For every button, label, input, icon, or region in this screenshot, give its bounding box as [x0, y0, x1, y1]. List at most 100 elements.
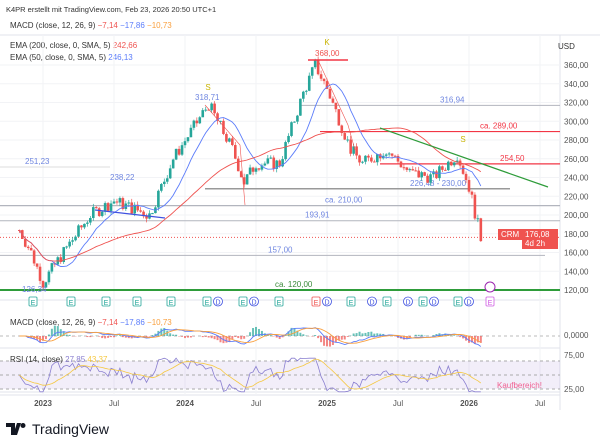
currency-label[interactable]: USD [558, 42, 575, 51]
macd-histogram-bar [278, 336, 281, 339]
macd-histogram-bar [408, 336, 411, 338]
candle [373, 161, 376, 163]
candle [444, 169, 447, 171]
dividend-marker-label: D [324, 300, 329, 307]
candle [231, 138, 234, 146]
candle [201, 110, 205, 118]
earnings-marker [311, 296, 321, 307]
macd-histogram-bar [459, 336, 462, 338]
candle [213, 103, 216, 114]
macd-histogram-bar [275, 336, 278, 338]
macd-histogram-bar [402, 336, 405, 340]
candle [35, 263, 39, 267]
candle [340, 125, 344, 134]
candle [281, 159, 284, 167]
candle [402, 167, 406, 169]
candle [441, 166, 444, 170]
macd-histogram-bar [373, 333, 376, 336]
level-label: ca. 289,00 [480, 122, 518, 131]
candle [470, 191, 474, 195]
candle [222, 120, 225, 134]
earnings-marker-label: E [241, 300, 246, 307]
candle [384, 154, 388, 156]
macd-histogram-bar [47, 334, 50, 336]
candle [29, 248, 33, 251]
price-tick: 300,00 [564, 117, 589, 126]
earnings-marker [382, 296, 392, 307]
candle [100, 211, 104, 216]
ema200-value: 242,66 [112, 41, 138, 50]
candle [127, 202, 131, 204]
ema50-value: 246,13 [108, 53, 133, 62]
rsi-ma-line [19, 358, 482, 390]
macd-histogram-bar [154, 333, 157, 336]
macd-histogram-bar [340, 336, 343, 340]
tradingview-logo[interactable]: TradingView [6, 421, 109, 437]
earnings-marker [166, 296, 176, 307]
macd-histogram-bar [213, 336, 216, 340]
candle [393, 155, 397, 157]
candle [242, 177, 246, 185]
candle [387, 153, 391, 155]
price-tick: 340,00 [564, 80, 589, 89]
candle [304, 90, 308, 92]
candle [151, 213, 154, 215]
macd-histogram-bar [166, 330, 169, 336]
earnings-marker-label: E [277, 300, 282, 307]
candle [118, 198, 122, 203]
candle [225, 133, 228, 142]
macd-histogram-bar [172, 334, 175, 336]
macd-histogram-bar [33, 336, 36, 340]
rsi-title: RSI (14, close) [10, 355, 63, 364]
candle [94, 207, 98, 209]
macd-histogram-bar [346, 336, 349, 337]
trendline-down [379, 127, 549, 188]
rsi-note: Kaufbereich! [497, 381, 542, 390]
earnings-marker-label: E [104, 300, 109, 307]
macd-pane-signal: −17,86 [120, 318, 145, 327]
macd-histogram-bar [405, 336, 408, 340]
candle [349, 139, 352, 154]
macd-histogram-bar [376, 333, 379, 336]
macd-histogram-bar [320, 336, 323, 343]
macd-histogram-bar [476, 336, 479, 343]
macd-histogram-bar [107, 336, 110, 338]
candle [361, 161, 364, 163]
time-tick: 2025 [318, 399, 336, 408]
macd-histogram-bar [331, 336, 334, 346]
candle [461, 165, 465, 174]
macd-histogram-bar [68, 334, 71, 336]
rsi-ma-value: 43,37 [87, 355, 108, 364]
candle [133, 204, 137, 214]
candle [272, 157, 276, 169]
macd-histogram-bar [142, 336, 145, 337]
candle [307, 75, 311, 91]
macd-histogram-bar [281, 336, 284, 338]
candle [74, 236, 77, 241]
macd-histogram-bar [370, 331, 373, 336]
macd-histogram-bar [42, 336, 44, 341]
candle [426, 175, 429, 183]
candle [186, 137, 190, 142]
price-tick: 260,00 [564, 155, 589, 164]
candle [429, 174, 432, 183]
candle [367, 155, 370, 158]
macd-histogram-bar [225, 336, 228, 343]
earnings-marker-label: E [488, 300, 493, 307]
candle [414, 170, 418, 172]
trendline-support [94, 209, 166, 219]
level-label: ca. 210,00 [325, 196, 363, 205]
macd-histogram-bar [420, 334, 423, 336]
macd-legend: MACD (close, 12, 26, 9) −7,14 −17,86 −10… [10, 21, 172, 30]
macd-histogram-bar [367, 332, 370, 336]
dividend-marker [464, 296, 474, 307]
macd-histogram-bar [479, 336, 482, 343]
candle [352, 146, 355, 154]
candle [165, 178, 169, 182]
candle [44, 282, 48, 288]
macd-signal-value: −17,86 [120, 21, 145, 30]
candle [417, 170, 421, 178]
macd-histogram-bar [326, 336, 328, 347]
dividend-marker [249, 296, 259, 307]
